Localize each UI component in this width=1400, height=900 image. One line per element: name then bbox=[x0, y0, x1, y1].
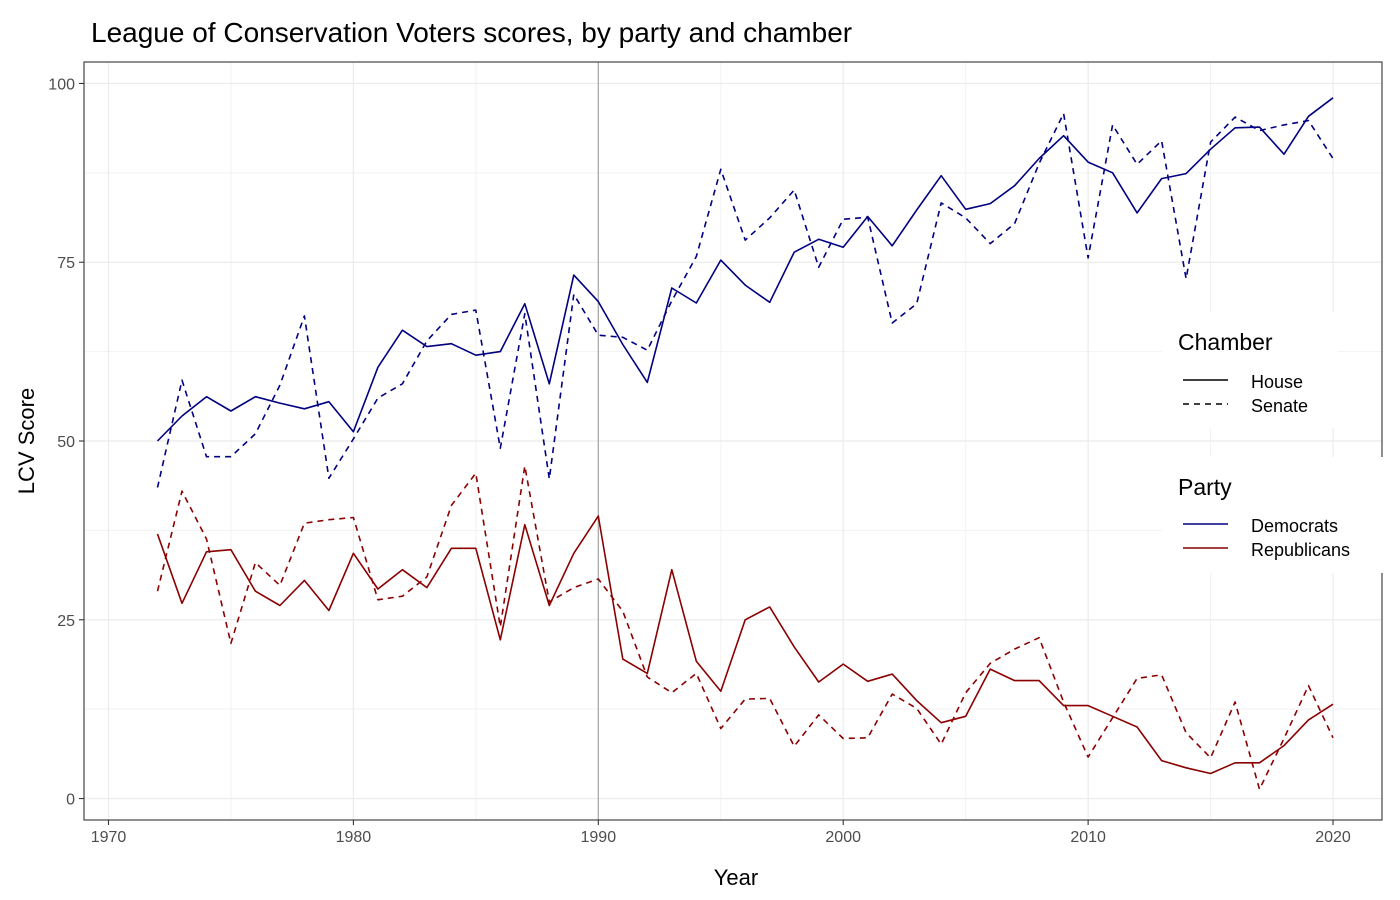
chart-title: League of Conservation Voters scores, by… bbox=[91, 17, 852, 48]
legend-label-democrats: Democrats bbox=[1251, 516, 1338, 536]
y-tick-label: 25 bbox=[57, 613, 75, 630]
series-line-democrats-senate bbox=[156, 112, 1334, 488]
y-axis-title: LCV Score bbox=[14, 388, 39, 494]
legend-label-house: House bbox=[1251, 372, 1303, 392]
legend-chamber-title: Chamber bbox=[1178, 329, 1273, 355]
x-tick-label: 2000 bbox=[825, 829, 861, 846]
legend-label-senate: Senate bbox=[1251, 396, 1308, 416]
legend-party-title: Party bbox=[1178, 474, 1232, 500]
y-tick-label: 50 bbox=[57, 434, 75, 451]
y-tick-label: 100 bbox=[48, 76, 75, 93]
legend-chamber-background bbox=[1162, 312, 1338, 428]
legend-party-background bbox=[1162, 457, 1384, 573]
x-tick-label: 2010 bbox=[1070, 829, 1106, 846]
series-line-democrats-house bbox=[156, 97, 1334, 442]
axes: 1970 1980 1990 2000 2010 2020 0 25 50 75 100 bbox=[48, 76, 1351, 846]
x-tick-label: 1980 bbox=[336, 829, 372, 846]
legend-chamber: Chamber House Senate bbox=[1162, 312, 1338, 428]
x-axis-title: Year bbox=[714, 865, 758, 890]
y-tick-label: 0 bbox=[66, 792, 75, 809]
x-tick-label: 1990 bbox=[581, 829, 617, 846]
x-tick-label: 2020 bbox=[1315, 829, 1351, 846]
series-layer bbox=[156, 97, 1334, 791]
y-tick-label: 75 bbox=[57, 255, 75, 272]
series-line-republicans-house bbox=[156, 515, 1334, 775]
series-line-republicans-senate bbox=[156, 465, 1334, 791]
legend-label-republicans: Republicans bbox=[1251, 540, 1350, 560]
legend-party: Party Democrats Republicans bbox=[1162, 457, 1384, 573]
x-tick-label: 1970 bbox=[91, 829, 127, 846]
grid bbox=[84, 62, 1382, 820]
